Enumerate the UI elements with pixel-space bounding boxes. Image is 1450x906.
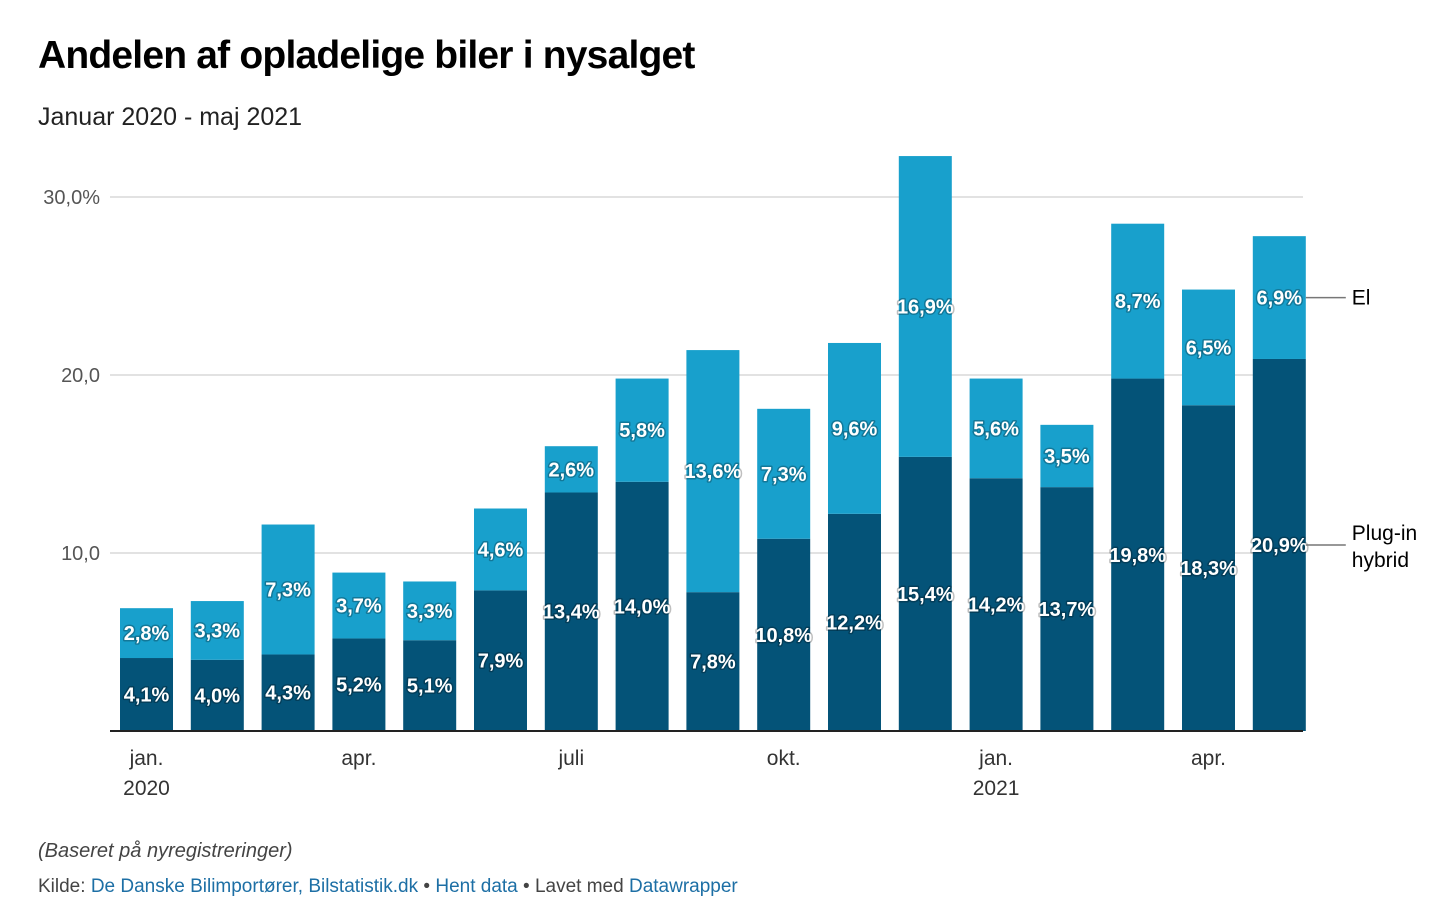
bar-plugin-hybrid	[120, 658, 173, 731]
legend-label-plugin-hybrid-2: hybrid	[1352, 549, 1409, 572]
value-label-plugin-hybrid: 4,3%	[265, 683, 311, 705]
value-label-el: 9,6%	[832, 418, 878, 440]
value-label-plugin-hybrid: 4,0%	[195, 685, 241, 707]
value-label-plugin-hybrid: 14,0%	[614, 596, 671, 618]
bar-el	[261, 524, 315, 655]
bar-el	[615, 378, 669, 482]
x-tick-label-year: 2021	[973, 777, 1020, 800]
bar-plugin-hybrid	[332, 638, 386, 731]
value-label-el: 5,6%	[973, 418, 1019, 440]
bar-plugin-hybrid	[828, 513, 881, 731]
value-label-plugin-hybrid: 5,1%	[407, 676, 453, 698]
value-label-plugin-hybrid: 4,1%	[124, 685, 170, 707]
footer-separator: •	[418, 876, 436, 897]
bar-el	[1182, 289, 1235, 406]
x-tick-label: apr.	[1191, 747, 1226, 770]
bar-el	[1111, 223, 1165, 379]
bar-el	[757, 408, 811, 539]
value-label-el: 6,9%	[1257, 288, 1303, 310]
bar-el	[403, 581, 457, 641]
value-label-plugin-hybrid: 5,2%	[336, 675, 382, 697]
value-label-el: 3,3%	[195, 620, 241, 642]
value-label-el: 3,7%	[336, 596, 382, 618]
chart-notes: (Baseret på nyregistreringer)	[38, 840, 293, 862]
bar-el	[828, 342, 881, 514]
legend: El Plug-in hybrid	[1305, 287, 1417, 572]
bar-el	[898, 156, 952, 457]
value-label-plugin-hybrid: 13,7%	[1039, 599, 1096, 621]
value-label-plugin-hybrid: 10,8%	[755, 625, 812, 647]
value-label-el: 13,6%	[685, 461, 742, 483]
x-tick-label: juli	[557, 747, 584, 770]
bar-plugin-hybrid	[1252, 358, 1306, 731]
bar-plugin-hybrid	[1182, 405, 1235, 731]
y-axis-ticks: 10,0 20,0 30,0%	[43, 187, 100, 565]
source-prefix: Kilde:	[38, 876, 91, 897]
bars	[120, 156, 1306, 731]
value-label-el: 4,6%	[478, 539, 524, 561]
value-label-el: 5,8%	[619, 420, 665, 442]
bar-el	[1252, 236, 1306, 359]
value-label-el: 7,3%	[265, 579, 311, 601]
y-tick-label: 10,0	[61, 543, 100, 565]
legend-label-el: El	[1352, 287, 1371, 310]
value-label-el: 7,3%	[761, 464, 807, 486]
get-data-link[interactable]: Hent data	[435, 876, 518, 897]
datawrapper-link[interactable]: Datawrapper	[628, 876, 738, 897]
x-tick-label: apr.	[341, 747, 376, 770]
value-label-plugin-hybrid: 13,4%	[543, 602, 600, 624]
y-tick-label: 30,0%	[43, 187, 100, 209]
value-label-plugin-hybrid: 12,2%	[826, 612, 883, 634]
value-label-el: 3,5%	[1044, 446, 1090, 468]
bar-plugin-hybrid	[1111, 378, 1165, 731]
bar-el	[190, 601, 244, 660]
stacked-bar-chart: 10,0 20,0 30,0% 4,1% 2,8% 4,0% 3,3% 4,3% 7,3% 5,…	[43, 156, 1417, 800]
bar-el	[686, 350, 740, 593]
bar-plugin-hybrid	[544, 492, 598, 731]
value-label-plugin-hybrid: 20,9%	[1251, 535, 1308, 557]
legend-label-plugin-hybrid: Plug-in	[1352, 522, 1417, 545]
bar-plugin-hybrid	[190, 659, 244, 731]
bar-plugin-hybrid	[898, 456, 952, 731]
value-label-el: 2,6%	[549, 459, 595, 481]
value-label-plugin-hybrid: 15,4%	[897, 584, 954, 606]
value-label-el: 8,7%	[1115, 291, 1161, 313]
x-tick-label: jan.	[129, 747, 164, 770]
bar-plugin-hybrid	[403, 640, 457, 731]
bar-el	[474, 508, 527, 591]
chart-subtitle: Januar 2020 - maj 2021	[38, 103, 303, 131]
y-tick-label: 20,0	[61, 365, 100, 387]
bar-el	[120, 608, 173, 659]
x-tick-label: okt.	[767, 747, 801, 770]
bar-plugin-hybrid	[757, 538, 811, 731]
value-label-el: 16,9%	[897, 296, 954, 318]
x-tick-label-year: 2020	[123, 777, 170, 800]
bar-plugin-hybrid	[969, 478, 1023, 731]
x-tick-label: jan.	[978, 747, 1013, 770]
made-with-text: • Lavet med	[517, 876, 629, 897]
value-label-plugin-hybrid: 14,2%	[968, 595, 1025, 617]
bar-el	[332, 572, 386, 639]
value-label-plugin-hybrid: 7,9%	[478, 651, 524, 673]
value-label-plugin-hybrid: 19,8%	[1109, 545, 1166, 567]
bar-el	[1040, 424, 1094, 488]
x-axis: jan. 2020 apr. juli okt. jan. 2021 apr.	[110, 730, 1303, 800]
bar-plugin-hybrid	[615, 481, 669, 731]
bar-el	[544, 446, 598, 493]
chart-footer: Kilde: De Danske Bilimportører, Bilstati…	[38, 876, 738, 898]
source-link[interactable]: De Danske Bilimportører, Bilstatistik.dk	[90, 876, 419, 897]
value-label-plugin-hybrid: 7,8%	[690, 652, 736, 674]
chart-title: Andelen af opladelige biler i nysalget	[38, 34, 695, 77]
bar-plugin-hybrid	[1040, 487, 1094, 731]
value-label-el: 6,5%	[1186, 337, 1232, 359]
value-label-el: 2,8%	[124, 623, 170, 645]
value-label-plugin-hybrid: 18,3%	[1180, 558, 1237, 580]
bar-el	[969, 378, 1023, 479]
value-label-el: 3,3%	[407, 601, 453, 623]
value-labels: 4,1% 2,8% 4,0% 3,3% 4,3% 7,3% 5,2% 3,7% 5,1% 3,3%…	[122, 286, 1309, 709]
bar-plugin-hybrid	[686, 592, 740, 731]
bar-plugin-hybrid	[474, 590, 527, 731]
bar-plugin-hybrid	[261, 654, 315, 731]
